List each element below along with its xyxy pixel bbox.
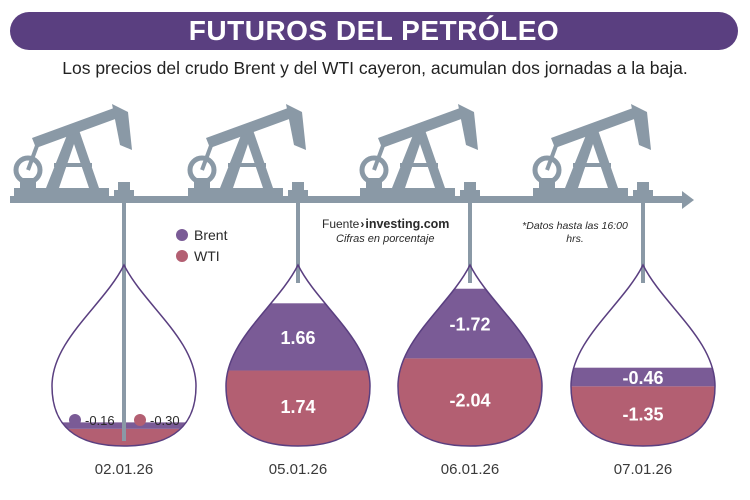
source-label: Fuente [322,217,360,231]
pumpjack-arm [26,142,40,171]
value-label-brent: -1.72 [449,315,490,335]
pumpjack-horsehead [458,104,478,150]
legend-item-wti: WTI [176,245,227,266]
pumpjack-icon-4 [532,104,653,196]
category-label: 06.01.26 [441,461,499,478]
drop-outline [51,263,197,447]
pipe [641,203,645,283]
legend-item-brent: Brent [176,224,227,245]
value-label-brent: 1.66 [280,328,315,348]
pumpjack-wellhead [292,182,304,192]
pumpjack-beam [551,108,637,148]
pumpjack-wellhead-base [633,190,653,196]
title-banner: FUTUROS DEL PETRÓLEO [10,12,738,50]
pumpjack-icon-1 [13,104,134,196]
source-arrow: › [360,217,365,231]
drop-4: -0.46 -1.35 07.01.26 [570,203,716,478]
value-dot-wti [134,414,146,426]
pipe [122,203,126,441]
source-note: Cifras en porcentaje [336,233,435,245]
pumpjack-base [188,188,283,196]
source-name: investing.com [365,217,450,231]
footnote: *Datos hasta las 16:00 hrs. [522,220,628,245]
legend-label-wti: WTI [194,247,220,264]
legend-label-brent: Brent [194,226,228,243]
pipe [468,203,472,283]
pumpjack-weight [194,178,210,188]
pumpjack-horsehead [631,104,651,150]
pumpjack-base [533,188,628,196]
pumpjack-weight [539,178,555,188]
pumpjack-beam [206,108,292,148]
value-label-brent: -0.16 [85,413,115,428]
category-label: 07.01.26 [614,461,672,478]
ground-arrow [682,191,694,209]
bar-wti [398,358,542,446]
pumpjack-base [360,188,455,196]
bar-wti [226,370,370,446]
pumpjack-frame [392,130,445,188]
brent-swatch [176,228,188,241]
value-dot-brent [69,414,81,426]
pumpjack-arm [372,142,386,171]
drop-outline [570,263,716,447]
category-label: 02.01.26 [95,461,153,478]
wti-swatch [176,249,188,262]
page-title: FUTUROS DEL PETRÓLEO [188,15,560,46]
pumpjack-beam [32,108,118,148]
value-label-wti: -1.35 [622,405,663,425]
pumpjack-wellhead [464,182,476,192]
pumpjack-wellhead [637,182,649,192]
bar-brent [571,367,715,387]
source-block: Fuente › investing.com Cifras en porcent… [322,217,449,245]
pumpjack-horsehead [286,104,306,150]
pumpjack-wellhead-base [114,190,134,196]
pumpjack-wellhead [118,182,130,192]
pumpjack-horsehead [112,104,132,150]
value-label-wti: 1.74 [280,397,315,417]
pumpjack-beam [378,108,464,148]
pumpjack-arm [200,142,214,171]
pumpjack-weight [366,178,382,188]
value-label-wti: -2.04 [449,391,490,411]
pumpjack-icon-2 [187,104,308,196]
pumpjack-weight [20,178,36,188]
inline-labels: -0.16 -0.30 [69,413,180,428]
value-label-wti: -0.30 [150,413,180,428]
pipe [296,203,300,283]
legend: Brent WTI [176,224,227,266]
ground-line [10,196,682,203]
pumpjack-wellhead-base [288,190,308,196]
pumpjack-icon-3 [359,104,480,196]
category-label: 05.01.26 [269,461,327,478]
pumpjack-wellhead-base [460,190,480,196]
pumpjack-arm [545,142,559,171]
subtitle: Los precios del crudo Brent y del WTI ca… [62,58,688,78]
pumpjack-frame [565,130,618,188]
pumpjack-frame [220,130,273,188]
pumpjack-frame [46,130,99,188]
drop-outline [225,263,371,447]
value-label-brent: -0.46 [622,368,663,388]
drop-outline [397,263,543,447]
pumpjack-base [14,188,109,196]
